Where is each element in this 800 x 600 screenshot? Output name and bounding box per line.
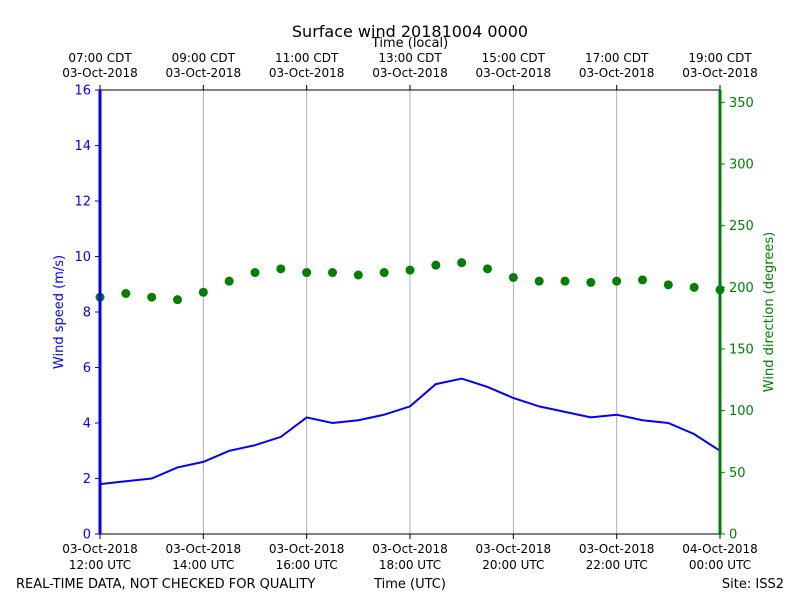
wind-direction-point (483, 264, 492, 274)
bottom-tick-date: 04-Oct-2018 (682, 542, 758, 556)
top-tick-time: 17:00 CDT (585, 51, 649, 65)
wind-direction-point (173, 295, 182, 305)
quality-disclaimer: REAL-TIME DATA, NOT CHECKED FOR QUALITY (16, 577, 315, 592)
wind-direction-point (457, 258, 467, 268)
left-tick-label: 6 (83, 361, 91, 376)
x-grid-lines (99, 90, 721, 534)
chart-title: Surface wind 20181004 0000 (292, 22, 528, 41)
bottom-tick-time: 00:00 UTC (689, 558, 751, 572)
top-tick-date: 03-Oct-2018 (269, 66, 345, 80)
top-tick-date: 03-Oct-2018 (476, 66, 552, 80)
bottom-tick-date: 03-Oct-2018 (166, 542, 242, 556)
left-axis-label: Wind speed (m/s) (52, 255, 67, 369)
left-tick-label: 2 (83, 472, 91, 487)
right-axis-label: Wind direction (degrees) (762, 232, 777, 392)
bottom-tick-date: 03-Oct-2018 (476, 542, 552, 556)
left-tick-label: 4 (83, 417, 91, 432)
bottom-x-axis-ticks: 03-Oct-2018 12:00 UTC 03-Oct-2018 14:00 UTC… (62, 534, 758, 572)
right-tick-label: 350 (729, 96, 754, 111)
bottom-tick-time: 18:00 UTC (379, 558, 441, 572)
bottom-tick-time: 22:00 UTC (586, 558, 648, 572)
bottom-tick-date: 03-Oct-2018 (372, 542, 448, 556)
wind-direction-point (147, 292, 157, 302)
bottom-tick-time: 16:00 UTC (276, 558, 338, 572)
site-label: Site: ISS2 (722, 577, 784, 592)
left-tick-label: 10 (74, 250, 91, 265)
left-tick-label: 14 (74, 139, 91, 154)
wind-direction-point (250, 268, 260, 278)
left-tick-label: 8 (83, 306, 91, 321)
bottom-tick-date: 03-Oct-2018 (269, 542, 345, 556)
bottom-tick-date: 03-Oct-2018 (579, 542, 655, 556)
x-axis-label: Time (UTC) (373, 577, 446, 592)
wind-speed-series (99, 377, 721, 486)
right-tick-label: 0 (729, 528, 737, 543)
top-tick-time: 13:00 CDT (378, 51, 442, 65)
wind-direction-point (663, 280, 673, 290)
left-tick-label: 12 (74, 195, 91, 210)
wind-direction-point (353, 270, 363, 280)
top-tick-time: 11:00 CDT (275, 51, 339, 65)
right-tick-label: 100 (729, 404, 754, 419)
wind-direction-point (405, 265, 415, 275)
wind-direction-point (302, 268, 312, 278)
wind-direction-point (379, 268, 389, 278)
wind-speed-line (99, 377, 721, 486)
wind-direction-point (508, 272, 518, 282)
top-tick-time: 09:00 CDT (172, 51, 236, 65)
right-tick-label: 300 (729, 158, 754, 173)
left-y-axis-ticks: 0 2 4 6 8 10 12 14 16 (74, 84, 100, 543)
top-tick-date: 03-Oct-2018 (62, 66, 138, 80)
wind-direction-point (534, 276, 544, 286)
bottom-tick-time: 12:00 UTC (69, 558, 131, 572)
bottom-tick-time: 14:00 UTC (172, 558, 234, 572)
top-tick-time: 19:00 CDT (688, 51, 752, 65)
wind-direction-point (224, 276, 234, 286)
left-tick-label: 16 (74, 84, 91, 99)
wind-direction-series (95, 258, 725, 305)
left-tick-label: 0 (83, 528, 91, 543)
top-tick-date: 03-Oct-2018 (372, 66, 448, 80)
right-tick-label: 50 (729, 466, 746, 481)
top-tick-time: 07:00 CDT (68, 51, 132, 65)
wind-direction-point (328, 268, 337, 278)
wind-direction-point (121, 289, 131, 298)
right-tick-label: 200 (729, 281, 754, 296)
right-tick-label: 250 (729, 219, 754, 234)
wind-direction-point (612, 276, 622, 286)
right-tick-label: 150 (729, 343, 754, 358)
bottom-tick-date: 03-Oct-2018 (62, 542, 138, 556)
wind-direction-point (198, 287, 208, 297)
wind-direction-point (276, 264, 286, 274)
bottom-tick-time: 20:00 UTC (482, 558, 544, 572)
top-tick-date: 03-Oct-2018 (166, 66, 242, 80)
top-tick-time: 15:00 CDT (482, 51, 546, 65)
wind-direction-point (638, 275, 647, 285)
top-tick-date: 03-Oct-2018 (682, 66, 758, 80)
wind-direction-point (431, 260, 441, 270)
top-tick-date: 03-Oct-2018 (579, 66, 655, 80)
top-axis-label: Time (local) (371, 36, 448, 51)
wind-direction-point (689, 282, 699, 292)
wind-direction-point (560, 276, 570, 286)
wind-direction-point (586, 277, 596, 287)
right-y-axis-ticks: 0 50 100 150 200 250 300 350 (720, 96, 754, 543)
